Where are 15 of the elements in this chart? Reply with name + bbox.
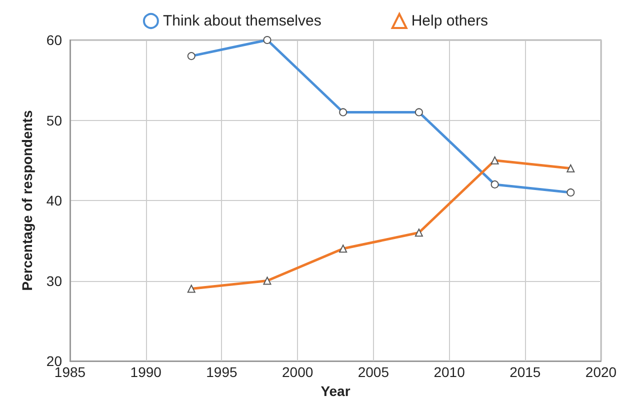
- y-axis-title: Percentage of respondents: [19, 110, 35, 291]
- x-tick-label: 2005: [358, 364, 390, 380]
- y-tick-label: 60: [46, 32, 62, 48]
- legend-label: Think about themselves: [162, 12, 322, 30]
- y-tick-label: 50: [46, 112, 62, 128]
- x-tick-label: 2010: [434, 364, 466, 380]
- y-tick-label: 40: [46, 192, 62, 208]
- x-tick-label: 1990: [130, 364, 162, 380]
- x-axis-title: Year: [320, 382, 351, 399]
- x-tick-label: 1995: [206, 364, 238, 380]
- x-tick-label: 2000: [282, 364, 314, 380]
- legend-label: Help others: [411, 12, 488, 30]
- x-tick-label: 2015: [510, 364, 541, 380]
- y-tick-label: 30: [46, 272, 62, 289]
- x-tick-label: 2020: [585, 364, 617, 380]
